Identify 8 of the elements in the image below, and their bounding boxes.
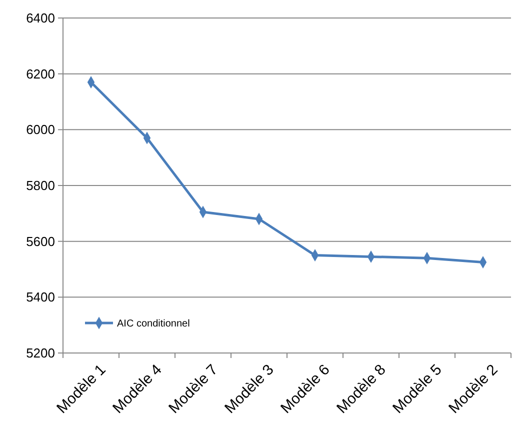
y-tick-label: 6400: [26, 10, 55, 26]
y-tick-label: 5800: [26, 178, 55, 194]
y-tick-label: 5200: [26, 346, 55, 361]
y-tick-label: 6000: [26, 122, 55, 138]
legend-label: AIC conditionnel: [117, 318, 190, 330]
y-tick-label: 6200: [26, 66, 55, 82]
y-tick-label: 5600: [26, 234, 55, 249]
y-tick-label: 5400: [26, 290, 55, 305]
